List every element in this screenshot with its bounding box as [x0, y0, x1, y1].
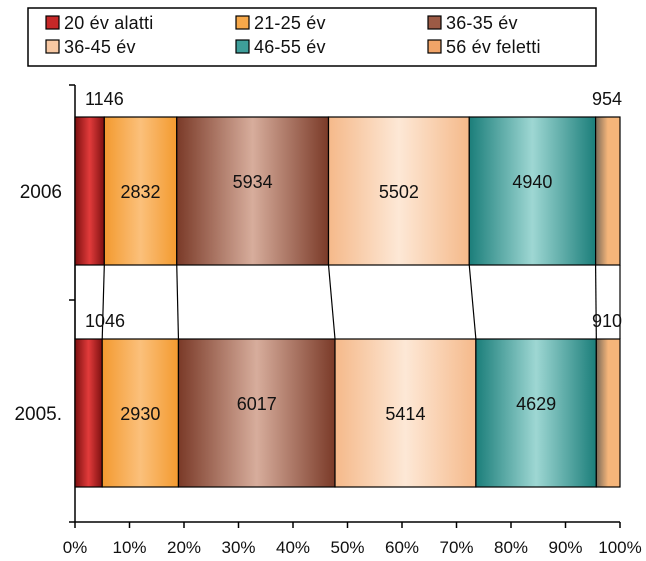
x-axis-ticks: 0% 10% 20% 30% 40% 50% 60% 70% 80% 90% 100% — [63, 522, 642, 557]
x-tick-label: 60% — [385, 538, 419, 557]
x-tick-label: 20% — [167, 538, 201, 557]
bar-segment — [176, 116, 330, 266]
legend-box — [27, 7, 597, 67]
x-tick-label: 10% — [112, 538, 146, 557]
legend-label: 20 év alatti — [64, 13, 153, 33]
data-label: 4629 — [516, 394, 556, 414]
x-tick-label: 90% — [548, 538, 582, 557]
x-tick-label: 30% — [221, 538, 255, 557]
data-label: 2832 — [121, 182, 161, 202]
data-label: 5502 — [379, 182, 419, 202]
legend-label: 36-35 év — [446, 13, 518, 33]
x-tick-label: 0% — [63, 538, 88, 557]
legend-label: 21-25 év — [254, 13, 326, 33]
bar-segment — [327, 116, 470, 266]
series-lines — [74, 264, 621, 340]
bar-segment — [101, 338, 180, 488]
bar-segment — [594, 116, 621, 266]
legend-swatch — [427, 39, 442, 54]
legend-swatch — [235, 39, 250, 54]
series-line — [594, 264, 597, 340]
legend-swatch — [235, 15, 250, 30]
x-tick-label: 40% — [276, 538, 310, 557]
legend: 20 év alatti 21-25 év 36-35 év 36-45 év 46-5… — [45, 13, 541, 57]
legend-swatch — [45, 15, 60, 30]
x-tick-label: 70% — [439, 538, 473, 557]
data-label: 1146 — [85, 89, 124, 109]
bar-segment — [74, 338, 103, 488]
bar-segment — [475, 338, 597, 488]
x-tick-label: 50% — [330, 538, 364, 557]
data-label: 6017 — [237, 394, 277, 414]
legend-label: 46-55 év — [254, 37, 326, 57]
series-line — [101, 264, 105, 340]
series-line — [176, 264, 180, 340]
category-label: 2006 — [20, 182, 62, 203]
data-label: 4940 — [512, 172, 552, 192]
data-label: 2930 — [120, 404, 160, 424]
data-label: 5934 — [233, 172, 273, 192]
x-tick-label: 100% — [598, 538, 641, 557]
data-label: 1046 — [85, 311, 125, 331]
bar-segment — [334, 338, 477, 488]
data-label: 910 — [592, 311, 622, 331]
bar-segment — [468, 116, 597, 266]
category-labels: 2006 2005. — [14, 182, 62, 425]
legend-label: 56 év feletti — [446, 37, 541, 57]
category-label: 2005. — [14, 404, 62, 425]
bar-segment — [177, 338, 336, 488]
legend-swatch — [427, 15, 442, 30]
legend-swatch — [45, 39, 60, 54]
series-line — [468, 264, 477, 340]
legend-label: 36-45 év — [64, 37, 136, 57]
bars: 1146 2832 5934 5502 4940 954 1046 2930 6017 5414 4… — [74, 89, 622, 488]
bar-segment — [595, 338, 621, 488]
data-label: 5414 — [385, 404, 425, 424]
bar-segment — [74, 116, 105, 266]
x-tick-label: 80% — [494, 538, 528, 557]
series-line — [327, 264, 336, 340]
data-label: 954 — [592, 89, 622, 109]
